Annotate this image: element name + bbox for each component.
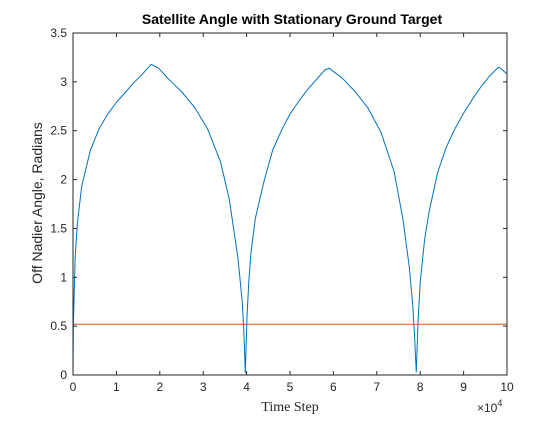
y-tick-label: 0.5: [50, 319, 67, 333]
x-tick-label: 5: [287, 380, 294, 394]
y-axis-label: Off Nadier Angle, Radians: [29, 122, 45, 284]
x-tick-label: 4: [243, 380, 250, 394]
x-axis-exponent-power: 4: [497, 398, 502, 408]
x-tick-label: 10: [500, 380, 514, 394]
x-tick-label: 9: [460, 380, 467, 394]
x-axis-exponent-base: ×10: [477, 401, 498, 415]
x-tick-label: 6: [330, 380, 337, 394]
x-tick-label: 8: [417, 380, 424, 394]
x-tick-label: 0: [70, 380, 77, 394]
y-tick-label: 0: [60, 368, 67, 382]
y-tick-label: 1: [60, 270, 67, 284]
y-tick-label: 2.5: [50, 124, 67, 138]
x-tick-label: 7: [373, 380, 380, 394]
y-tick-label: 3.5: [50, 26, 67, 40]
x-tick-label: 3: [200, 380, 207, 394]
x-tick-label: 1: [113, 380, 120, 394]
x-tick-label: 2: [156, 380, 163, 394]
x-axis-label: Time Step: [261, 400, 318, 415]
y-tick-label: 2: [60, 173, 67, 187]
y-tick-label: 3: [60, 75, 67, 89]
y-tick-label: 1.5: [50, 221, 67, 235]
chart-title: Satellite Angle with Stationary Ground T…: [142, 11, 443, 27]
